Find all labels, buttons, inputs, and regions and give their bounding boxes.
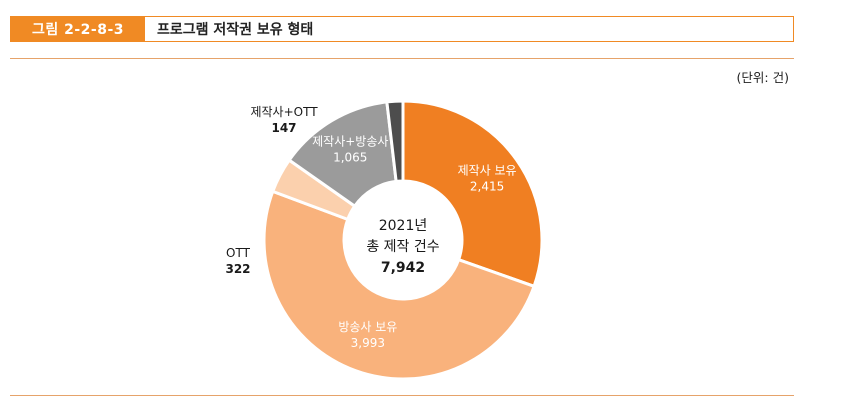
figure-number: 그림 2-2-8-3: [11, 17, 145, 41]
slice-value-제작사-plus-OTT: 147: [271, 121, 296, 135]
slice-value-제작사-plus-방송사: 1,065: [333, 151, 367, 165]
slice-label-제작사-보유: 제작사 보유: [458, 164, 517, 178]
unit-label: (단위: 건): [736, 70, 789, 85]
center-year: 2021년: [379, 218, 428, 234]
slice-value-제작사-보유: 2,415: [470, 180, 504, 194]
center-caption: 총 제작 건수: [366, 239, 439, 255]
slice-value-OTT: 322: [225, 262, 250, 276]
donut-hole: [344, 181, 462, 299]
slice-value-방송사-보유: 3,993: [351, 336, 385, 350]
center-total: 7,942: [381, 260, 425, 276]
slice-label-OTT: OTT: [226, 246, 251, 260]
slice-label-제작사-plus-OTT: 제작사+OTT: [250, 105, 318, 119]
slice-label-방송사-보유: 방송사 보유: [338, 320, 397, 334]
bottom-divider: [10, 395, 794, 396]
figure-header: 그림 2-2-8-3 프로그램 저작권 보유 형태: [10, 16, 794, 42]
top-divider: [10, 58, 794, 59]
slice-labels: 제작사 보유 2,415 방송사 보유 3,993 OTT 322 제작사+방송사 1,065…: [225, 105, 516, 350]
slice-label-제작사-plus-방송사: 제작사+방송사: [312, 135, 388, 149]
figure-title: 프로그램 저작권 보유 형태: [157, 22, 314, 38]
